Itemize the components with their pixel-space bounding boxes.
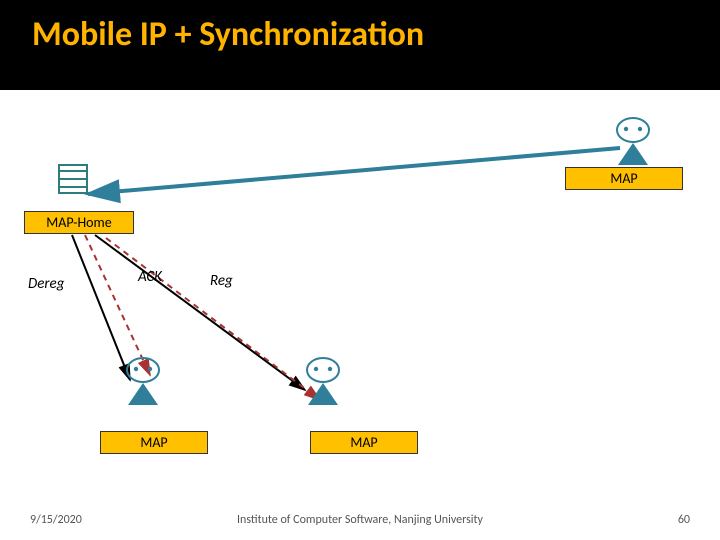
footer-page: 60 <box>678 513 690 527</box>
slide-title: Mobile IP + Synchronization <box>32 14 424 55</box>
reg-label: Reg <box>210 272 233 290</box>
diagram-area: MAP MAP-Home MAP MAP Dereg ACK Reg <box>0 90 720 500</box>
map-home-label: MAP-Home <box>24 211 134 234</box>
dereg-label: Dereg <box>28 275 64 293</box>
person-icon <box>120 355 166 412</box>
ack-label: ACK <box>138 268 162 286</box>
person-icon <box>610 115 656 172</box>
arrow-ack-dash <box>85 235 150 375</box>
person-icon <box>300 355 346 412</box>
footer-date: 9/15/2020 <box>30 513 82 527</box>
map-label-bottom-left: MAP <box>100 431 208 454</box>
map-label-bottom-right: MAP <box>310 431 418 454</box>
arrow-long-solid <box>88 148 620 194</box>
footer-institute: Institute of Computer Software, Nanjing … <box>237 513 483 527</box>
footer: 9/15/2020 Institute of Computer Software… <box>0 500 720 540</box>
